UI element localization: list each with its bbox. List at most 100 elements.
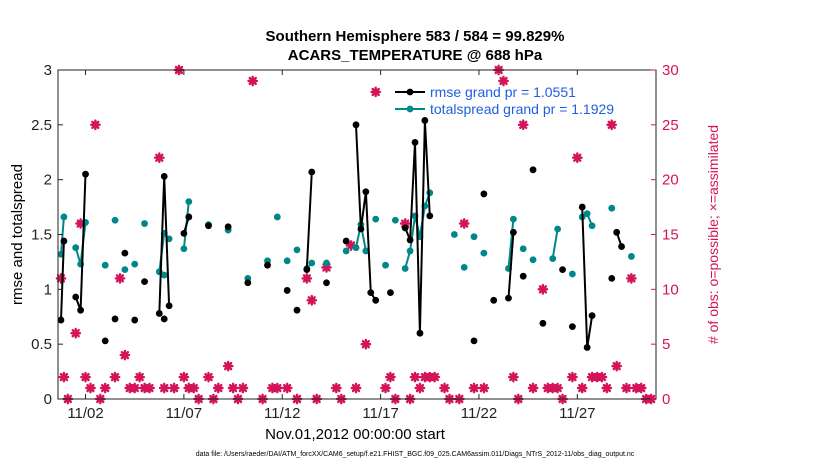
rmse-point	[155, 310, 163, 317]
rmse-point	[406, 236, 414, 244]
rmse-point	[608, 274, 616, 282]
spread-point	[111, 216, 119, 224]
rmse-point	[470, 337, 478, 345]
obs-count-point	[601, 382, 613, 394]
spread-point	[628, 253, 635, 260]
chart-title: Southern Hemisphere 583 / 584 = 99.829%	[265, 28, 565, 45]
spread-point	[283, 257, 291, 265]
spread-point	[342, 247, 350, 255]
spread-point	[323, 259, 330, 267]
y2-tick-label: 0	[662, 391, 670, 408]
obs-count-point	[611, 360, 623, 372]
spread-point	[519, 245, 527, 253]
obs-count-point	[321, 262, 332, 273]
obs-count-point	[458, 218, 470, 229]
rmse-point	[224, 223, 232, 231]
rmse-point	[244, 279, 252, 287]
y-tick-label: 0	[44, 391, 52, 408]
obs-count-point	[596, 371, 608, 383]
rmse-point	[160, 315, 168, 323]
spread-point	[450, 231, 458, 238]
rmse-point	[583, 344, 591, 351]
obs-count-point	[537, 283, 549, 295]
x-tick-label: 11/02	[67, 405, 103, 422]
legend-label: totalspread grand pr = 1.1929	[430, 101, 614, 117]
rmse-point	[82, 170, 89, 178]
spread-point	[372, 215, 380, 223]
spread-point	[391, 216, 399, 224]
obs-count-point	[360, 338, 372, 350]
spread-point	[460, 264, 468, 271]
y2-tick-label: 15	[662, 227, 679, 244]
obs-count-point	[158, 382, 170, 394]
rmse-point	[367, 289, 375, 297]
spread-series	[57, 189, 635, 282]
spread-line	[551, 228, 559, 259]
rmse-point	[559, 266, 566, 273]
x-tick-label: 11/07	[166, 405, 202, 422]
obs-count-point	[508, 371, 519, 383]
obs-count-point	[90, 119, 101, 131]
spread-point	[160, 271, 168, 279]
rmse-point	[362, 188, 370, 196]
spread-point	[131, 260, 139, 268]
rmse-point	[613, 228, 621, 236]
obs-count-point	[144, 382, 155, 394]
spread-line	[60, 216, 65, 255]
obs-count-point	[567, 371, 578, 383]
spread-point	[382, 261, 389, 269]
rmse-point	[293, 306, 301, 314]
spread-point	[588, 222, 596, 230]
x-tick-label: 11/27	[559, 405, 595, 422]
obs-count-point	[626, 273, 637, 284]
rmse-series	[57, 117, 625, 351]
obs-count-point	[409, 371, 421, 383]
spread-point	[554, 225, 562, 233]
rmse-point	[568, 323, 576, 331]
rmse-point	[185, 213, 193, 221]
legend-marker	[406, 88, 414, 96]
y-axis-ticks: 0 0.5 1 1.5 2 2.5 3	[31, 62, 63, 408]
rmse-point	[323, 279, 330, 287]
obs-count-point	[212, 382, 224, 394]
rmse-line	[60, 241, 65, 321]
spread-point	[568, 270, 576, 278]
spread-point	[608, 204, 616, 212]
rmse-point	[505, 294, 512, 302]
obs-count-point	[527, 382, 539, 394]
rmse-point	[578, 203, 586, 211]
axes-box	[57, 69, 657, 400]
y2-axis-label: # of obs: o=possible; ×=assimilated	[705, 125, 721, 344]
obs-count-point	[576, 382, 588, 394]
obs-count-point	[178, 371, 190, 383]
obs-count-point	[222, 360, 234, 372]
rmse-point	[509, 228, 517, 236]
x-tick-label: 11/17	[362, 405, 398, 422]
rmse-point	[180, 230, 188, 237]
spread-point	[72, 244, 80, 252]
rmse-point	[372, 296, 380, 304]
obs-count-point	[301, 273, 313, 284]
rmse-point	[529, 166, 537, 174]
obs-count-point	[237, 382, 249, 394]
spread-point	[480, 249, 488, 257]
y-tick-label: 1.5	[31, 227, 52, 244]
rmse-point	[342, 237, 350, 245]
spread-point	[426, 189, 434, 197]
spread-point	[308, 259, 316, 267]
rmse-point	[588, 312, 596, 320]
data-file-footnote: data file: /Users/raeder/DAI/ATM_forcXX/…	[195, 451, 635, 458]
rmse-point	[60, 237, 68, 245]
spread-line	[507, 219, 515, 269]
rmse-line	[305, 171, 313, 270]
obs-count-point	[345, 240, 357, 251]
y2-tick-label: 10	[662, 281, 679, 298]
obs-count-point	[350, 382, 362, 394]
obs-count-point	[134, 371, 145, 383]
rmse-point	[165, 302, 173, 310]
y2-tick-label: 25	[662, 117, 679, 134]
rmse-point	[141, 278, 148, 286]
